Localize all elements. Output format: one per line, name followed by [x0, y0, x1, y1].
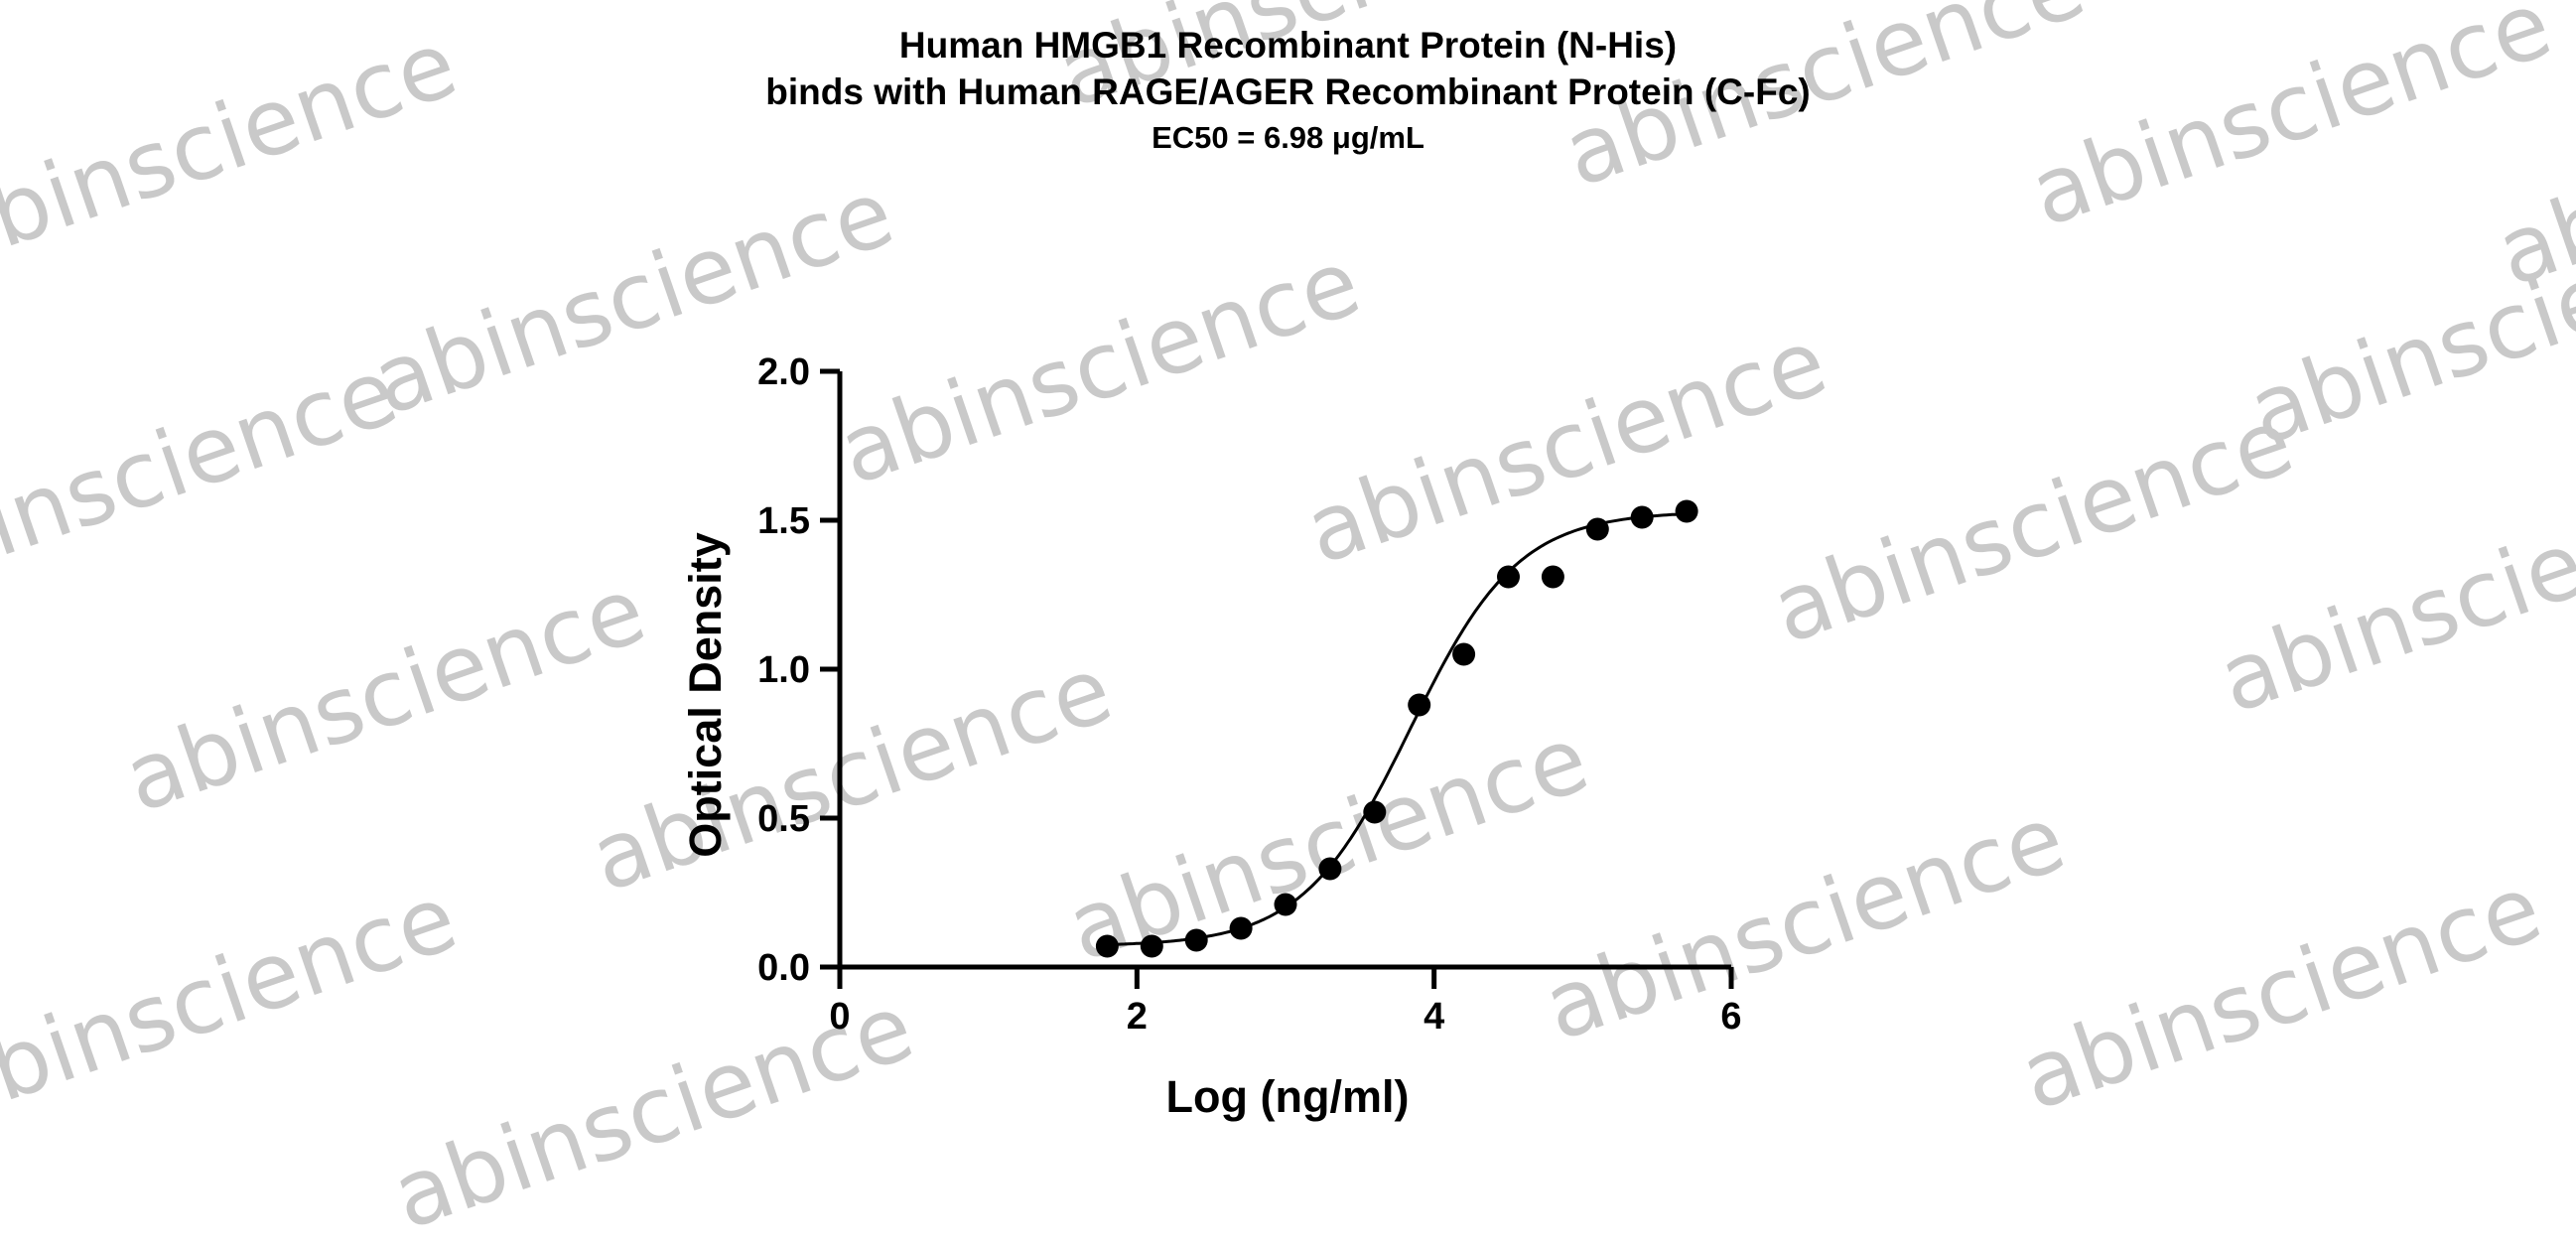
data-point: [1095, 934, 1119, 958]
data-point: [1675, 499, 1698, 523]
data-point: [1274, 893, 1297, 916]
data-point: [1452, 642, 1476, 666]
x-tick-label: 4: [1424, 996, 1444, 1038]
x-tick-label: 0: [829, 996, 850, 1038]
data-point: [1497, 565, 1520, 589]
chart-subtitle: EC50 = 6.98 μg/mL: [1152, 120, 1424, 155]
x-tick-label: 2: [1127, 996, 1148, 1038]
data-point: [1140, 934, 1163, 958]
data-point: [1630, 505, 1654, 529]
data-point: [1318, 857, 1342, 881]
y-tick-label: 2.0: [757, 351, 810, 393]
x-tick-label: 6: [1720, 996, 1741, 1038]
chart-title-line2: binds with Human RAGE/AGER Recombinant P…: [765, 71, 1811, 112]
data-point: [1184, 928, 1208, 952]
y-tick-label: 1.5: [757, 500, 810, 542]
chart-title-block: Human HMGB1 Recombinant Protein (N-His) …: [0, 22, 2576, 161]
fit-curve: [1107, 512, 1688, 946]
data-point: [1363, 800, 1387, 824]
data-point: [1229, 916, 1253, 940]
y-tick-label: 1.0: [757, 649, 810, 691]
fit-curve-layer: [1107, 512, 1688, 946]
y-tick-label: 0.5: [757, 798, 810, 840]
data-points: [1095, 499, 1698, 958]
binding-curve-chart: 0.0 0.5 1.0 1.5 2.0 0 2 4 6 Log (ng/ml) Optical …: [680, 351, 1742, 1122]
data-point: [1585, 517, 1609, 541]
axes: 0.0 0.5 1.0 1.5 2.0 0 2 4 6: [757, 351, 1741, 1038]
data-point: [1408, 693, 1431, 717]
chart-title: Human HMGB1 Recombinant Protein (N-His): [898, 25, 1678, 66]
x-axis-label: Log (ng/ml): [1166, 1071, 1410, 1122]
data-point: [1541, 565, 1564, 589]
y-axis-label: Optical Density: [680, 532, 731, 858]
y-tick-label: 0.0: [757, 947, 810, 989]
